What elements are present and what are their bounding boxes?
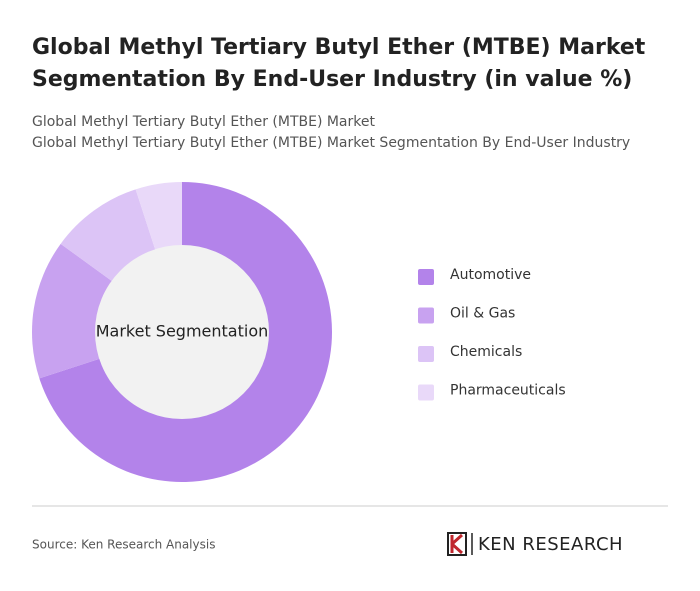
- subtitle: Global Methyl Tertiary Butyl Ether (MTBE…: [32, 135, 630, 151]
- chart-title: Segmentation By End-User Industry (in va…: [32, 67, 632, 92]
- legend-swatch: [418, 307, 434, 324]
- center-label: Market Segmentation: [96, 322, 269, 341]
- legend-label: Pharmaceuticals: [450, 383, 566, 399]
- chart-title: Global Methyl Tertiary Butyl Ether (MTBE…: [32, 35, 646, 60]
- subtitle: Global Methyl Tertiary Butyl Ether (MTBE…: [32, 114, 375, 130]
- logo-text: KEN RESEARCH: [478, 534, 623, 555]
- legend-label: Chemicals: [450, 344, 522, 360]
- logo-icon: [447, 532, 473, 556]
- source: Source: Ken Research Analysis: [32, 538, 215, 552]
- legend-swatch: [418, 269, 434, 285]
- donut-hole: [95, 245, 269, 419]
- legend-swatch: [418, 346, 434, 362]
- legend-label: Automotive: [450, 267, 531, 283]
- legend-label: Oil & Gas: [450, 306, 515, 322]
- legend-swatch: [418, 384, 434, 401]
